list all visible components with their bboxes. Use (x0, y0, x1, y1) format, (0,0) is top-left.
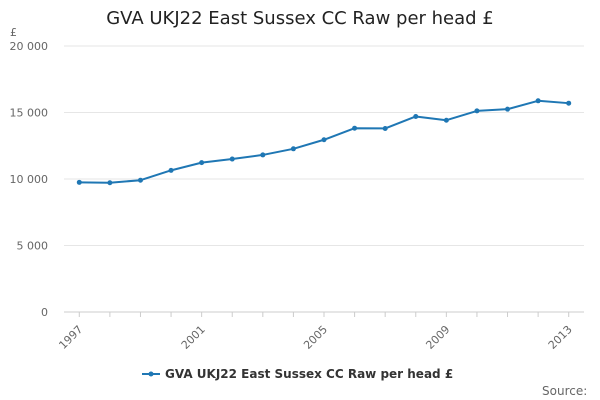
data-point[interactable] (229, 156, 235, 162)
data-point[interactable] (413, 113, 419, 119)
x-tick-label: 1997 (56, 323, 85, 352)
data-point[interactable] (107, 180, 113, 186)
legend-swatch-marker (148, 371, 154, 377)
data-point[interactable] (321, 137, 327, 143)
y-tick-label: 5 000 (17, 240, 49, 253)
y-tick-label: 15 000 (10, 107, 49, 120)
x-tick-label: 2009 (423, 323, 452, 352)
chart-title: GVA UKJ22 East Sussex CC Raw per head £ (106, 8, 494, 29)
x-tick-labels: 1997 2001 2005 2009 2013 (56, 323, 574, 352)
y-axis-unit: £ (10, 26, 17, 39)
data-point[interactable] (137, 177, 143, 183)
data-point[interactable] (474, 108, 480, 114)
y-tick-label: 0 (41, 306, 48, 319)
data-point[interactable] (168, 167, 174, 173)
data-point[interactable] (382, 125, 388, 131)
data-point[interactable] (76, 179, 82, 185)
data-point[interactable] (352, 125, 358, 131)
y-tick-labels: 0 5 000 10 000 15 000 20 000 (10, 40, 49, 319)
data-point[interactable] (199, 160, 205, 166)
data-point[interactable] (566, 100, 572, 106)
data-point[interactable] (260, 152, 266, 158)
data-point[interactable] (443, 117, 449, 123)
axes (64, 311, 584, 317)
legend[interactable]: GVA UKJ22 East Sussex CC Raw per head £ (142, 367, 453, 381)
y-tick-label: 10 000 (10, 173, 49, 186)
legend-label: GVA UKJ22 East Sussex CC Raw per head £ (165, 367, 453, 381)
y-tick-label: 20 000 (10, 40, 49, 53)
series-layer (76, 98, 572, 186)
x-tick-label: 2013 (546, 323, 575, 352)
data-point[interactable] (535, 98, 541, 104)
x-tick-label: 2005 (301, 323, 330, 352)
data-point[interactable] (505, 106, 511, 112)
data-point[interactable] (290, 146, 296, 152)
x-tick-label: 2001 (179, 323, 208, 352)
source-label[interactable]: Source: (542, 384, 587, 398)
